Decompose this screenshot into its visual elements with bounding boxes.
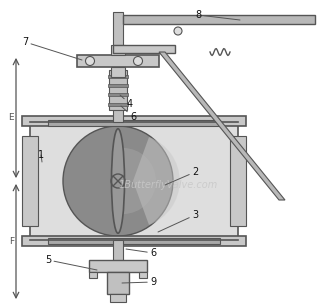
- Text: 5: 5: [45, 255, 97, 270]
- FancyBboxPatch shape: [113, 12, 123, 122]
- FancyBboxPatch shape: [108, 93, 128, 96]
- Text: 4: 4: [120, 95, 133, 109]
- Ellipse shape: [111, 129, 125, 233]
- FancyBboxPatch shape: [111, 67, 125, 77]
- Text: 6: 6: [121, 106, 136, 122]
- Text: 8: 8: [195, 10, 240, 20]
- FancyBboxPatch shape: [111, 45, 125, 55]
- FancyBboxPatch shape: [89, 272, 97, 278]
- FancyBboxPatch shape: [22, 136, 38, 226]
- FancyBboxPatch shape: [230, 136, 246, 226]
- Text: 3: 3: [158, 210, 198, 232]
- Text: F: F: [9, 237, 14, 246]
- FancyBboxPatch shape: [109, 70, 127, 110]
- Circle shape: [63, 126, 173, 236]
- Text: 6: 6: [126, 248, 156, 258]
- FancyBboxPatch shape: [123, 15, 315, 24]
- Text: 9: 9: [122, 277, 156, 287]
- Text: 1ButterflyValve.com: 1ButterflyValve.com: [118, 180, 218, 190]
- FancyBboxPatch shape: [48, 120, 220, 126]
- FancyBboxPatch shape: [110, 294, 126, 302]
- FancyBboxPatch shape: [77, 55, 159, 67]
- Text: 1: 1: [38, 150, 44, 162]
- Circle shape: [134, 56, 143, 66]
- FancyBboxPatch shape: [30, 122, 238, 240]
- Circle shape: [85, 56, 94, 66]
- Wedge shape: [123, 148, 156, 214]
- FancyBboxPatch shape: [108, 102, 128, 106]
- FancyBboxPatch shape: [48, 238, 220, 244]
- Circle shape: [174, 27, 182, 35]
- FancyBboxPatch shape: [22, 116, 246, 126]
- FancyBboxPatch shape: [139, 272, 147, 278]
- FancyBboxPatch shape: [108, 74, 128, 77]
- FancyBboxPatch shape: [108, 84, 128, 87]
- Text: E: E: [8, 113, 14, 123]
- Wedge shape: [133, 137, 180, 225]
- Polygon shape: [159, 52, 285, 200]
- Text: 2: 2: [165, 167, 198, 185]
- FancyBboxPatch shape: [89, 260, 147, 272]
- FancyBboxPatch shape: [22, 236, 246, 246]
- FancyBboxPatch shape: [107, 272, 129, 294]
- Text: 7: 7: [22, 37, 82, 60]
- FancyBboxPatch shape: [113, 240, 123, 300]
- FancyBboxPatch shape: [113, 45, 175, 53]
